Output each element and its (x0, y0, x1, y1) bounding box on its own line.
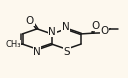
Text: N: N (33, 47, 41, 57)
Text: S: S (64, 47, 70, 57)
Text: O: O (91, 21, 100, 31)
Text: CH₃: CH₃ (5, 40, 21, 49)
Text: O: O (26, 16, 34, 26)
Text: O: O (101, 26, 109, 36)
Text: N: N (62, 22, 70, 32)
Text: N: N (49, 27, 56, 37)
